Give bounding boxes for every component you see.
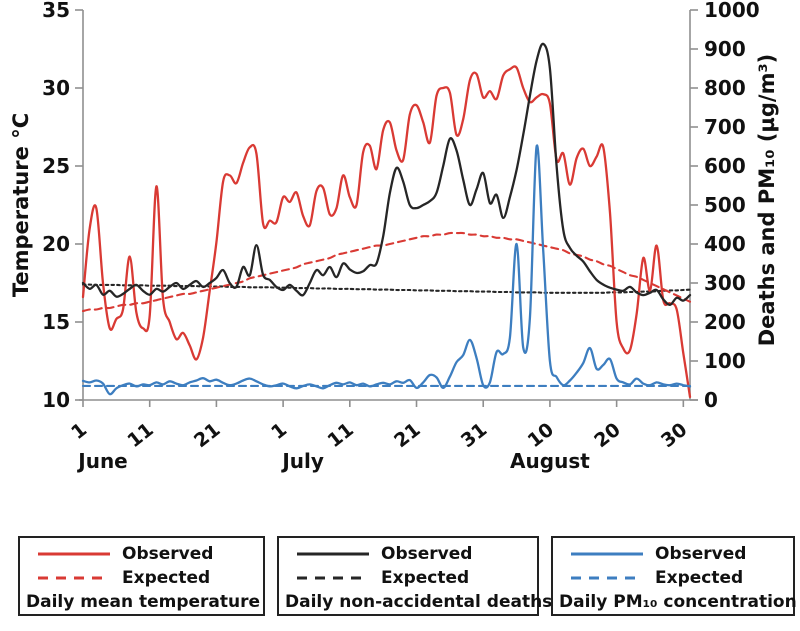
data-series [81, 42, 692, 399]
legend-row-expected: Expected [559, 566, 787, 590]
legend-observed-label: Observed [655, 544, 747, 564]
x-tick-label: 20 [590, 419, 624, 453]
right-tick-label: 500 [704, 193, 746, 217]
right-tick-label: 0 [704, 388, 718, 412]
series-pm10-observed [81, 144, 692, 396]
right-tick-label: 900 [704, 37, 746, 61]
legend-row-observed: Observed [285, 542, 531, 566]
x-tick-label: 30 [657, 419, 691, 453]
right-axis-title: Deaths and PM₁₀ (µg/m³) [755, 54, 779, 347]
month-label-july: July [280, 449, 324, 473]
legend-expected-label: Expected [122, 568, 211, 588]
right-tick-label: 700 [704, 115, 746, 139]
legend-daily-non-accidental-deaths: Observed Expected Daily non-accidental d… [277, 536, 553, 616]
series-temp-expected [81, 231, 692, 313]
right-tick-label: 100 [704, 349, 746, 373]
right-tick-label: 600 [704, 154, 746, 178]
legend-row-expected: Expected [26, 566, 257, 590]
legend-expected-label: Expected [655, 568, 744, 588]
left-tick-label: 25 [42, 154, 70, 178]
right-tick-label: 200 [704, 310, 746, 334]
x-tick-label: 1 [267, 419, 291, 444]
right-tick-label: 800 [704, 76, 746, 100]
x-tick-label: 21 [190, 419, 224, 453]
series-deaths-expected [81, 283, 692, 294]
legend-daily-mean-temperature: Observed Expected Daily mean temperature [18, 536, 265, 616]
chart-canvas: Temperature °C Deaths and PM₁₀ (µg/m³) 3… [9, 0, 779, 473]
legend-daily-pm10-concentration: Observed Expected Daily PM₁₀ concentrati… [551, 536, 797, 616]
left-tick-label: 15 [42, 310, 70, 334]
x-tick-label: 11 [123, 419, 157, 453]
solid-line-swatch-icon [285, 548, 381, 560]
solid-line-swatch-icon [26, 548, 122, 560]
legend-caption: Daily mean temperature [26, 592, 261, 612]
dashed-line-swatch-icon [26, 572, 122, 584]
right-tick-label: 300 [704, 271, 746, 295]
left-axis-title: Temperature °C [9, 113, 33, 297]
x-tick-label: 10 [524, 419, 558, 453]
left-tick-label: 20 [42, 232, 70, 256]
x-tick-label: 1 [67, 419, 91, 444]
dashed-line-swatch-icon [559, 572, 655, 584]
legend-row-expected: Expected [285, 566, 531, 590]
x-tick-label: 11 [324, 419, 358, 453]
x-tick-label: 31 [457, 419, 491, 453]
right-tick-label: 400 [704, 232, 746, 256]
legend-caption: Daily non-accidental deaths [285, 592, 553, 612]
right-tick-label: 1000 [704, 0, 760, 22]
left-tick-label: 10 [42, 388, 70, 412]
series-deaths-observed [81, 42, 692, 306]
legend-observed-label: Observed [122, 544, 214, 564]
x-tick-label: 21 [390, 419, 424, 453]
month-label-june: June [76, 449, 127, 473]
solid-line-swatch-icon [559, 548, 655, 560]
legend-row-observed: Observed [559, 542, 787, 566]
month-label-august: August [510, 449, 590, 473]
legend-observed-label: Observed [381, 544, 473, 564]
left-tick-label: 35 [42, 0, 70, 22]
axes [75, 9, 698, 407]
left-tick-label: 30 [42, 76, 70, 100]
legend-caption: Daily PM₁₀ concentration [559, 592, 797, 612]
legend-row-observed: Observed [26, 542, 257, 566]
legend-expected-label: Expected [381, 568, 470, 588]
series-temp-observed [81, 65, 692, 399]
dashed-line-swatch-icon [285, 572, 381, 584]
